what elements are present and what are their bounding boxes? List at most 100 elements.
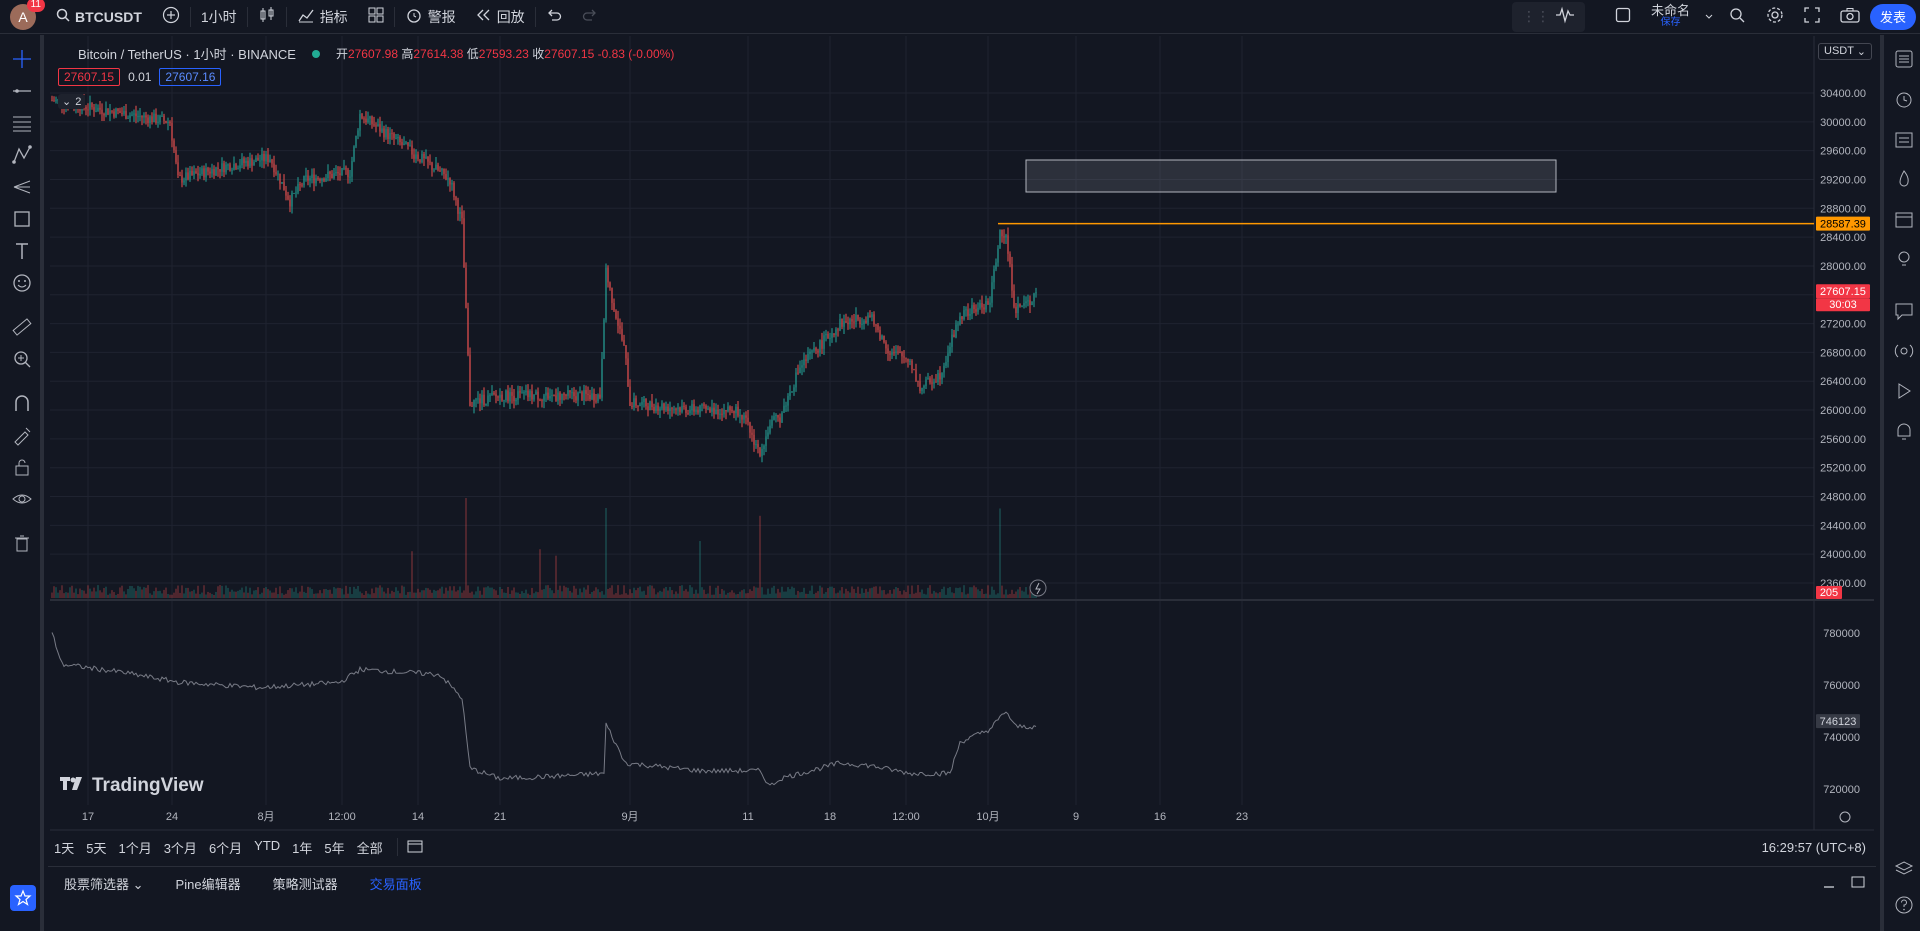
fib-retracement-icon[interactable] — [10, 111, 34, 135]
volume-bar — [143, 587, 145, 598]
crosshair-icon[interactable] — [10, 47, 34, 71]
indicators-collapse-toggle[interactable]: ⌄ 2 — [58, 94, 86, 109]
maximize-icon[interactable] — [1850, 875, 1866, 892]
forecast-icon[interactable] — [10, 175, 34, 199]
volume-bar — [353, 586, 355, 598]
tab-stock-screener[interactable]: 股票筛选器 ⌄ — [64, 877, 144, 892]
trend-line-icon[interactable] — [10, 79, 34, 103]
volume-bar — [989, 594, 991, 598]
eye-icon[interactable] — [10, 487, 34, 511]
user-avatar[interactable]: A 11 — [10, 0, 45, 30]
candle-body — [863, 320, 865, 324]
volume-bar — [127, 588, 129, 598]
stay-drawing-icon[interactable] — [10, 423, 34, 447]
trash-icon[interactable] — [10, 531, 34, 555]
settings-button[interactable] — [1756, 0, 1794, 34]
candle-body — [777, 415, 779, 418]
search-lightning-icon — [1728, 6, 1746, 27]
candle-body — [1019, 304, 1021, 307]
zoom-in-icon[interactable] — [10, 347, 34, 371]
dots-icon: ⋮⋮ — [1521, 8, 1550, 24]
timeframe-6[interactable]: 1年 — [292, 840, 313, 856]
data-window-icon[interactable] — [1890, 125, 1918, 153]
currency-select[interactable]: USDT ⌄ — [1818, 43, 1872, 60]
volume-bar — [453, 586, 455, 598]
ideas-lightbulb-icon[interactable] — [1890, 245, 1918, 273]
candle-body — [723, 410, 725, 415]
candle-body — [839, 318, 841, 331]
snapshot-button[interactable] — [1830, 0, 1870, 34]
timeframe-0[interactable]: 1天 — [54, 840, 75, 856]
chat-icon[interactable] — [1890, 297, 1918, 325]
buy-price-box[interactable]: 27607.16 — [159, 68, 222, 86]
templates-button[interactable] — [358, 0, 394, 34]
tab-pine-editor[interactable]: Pine编辑器 — [175, 877, 241, 892]
help-icon[interactable] — [1890, 891, 1918, 919]
rectangle-icon[interactable] — [10, 207, 34, 231]
play-icon[interactable] — [1890, 377, 1918, 405]
chart-type-button[interactable] — [248, 0, 286, 34]
volume-bar — [191, 591, 193, 598]
volume-bar — [819, 585, 821, 598]
waveform-icon — [1555, 6, 1575, 27]
candle-body — [803, 359, 805, 366]
candle-body — [361, 113, 363, 119]
watchlist-icon[interactable] — [1890, 45, 1918, 73]
indicators-button[interactable]: 指标 — [287, 0, 358, 34]
volume-bar — [855, 593, 857, 598]
tab-strategy-tester[interactable]: 策略测试器 — [272, 877, 338, 892]
timeframe-8[interactable]: 全部 — [356, 840, 383, 856]
sub-axis-label: 720000 — [1823, 784, 1860, 796]
publish-button[interactable]: 发表 — [1869, 3, 1916, 30]
redo-button[interactable] — [572, 0, 608, 34]
sell-price-box[interactable]: 27607.15 — [58, 68, 121, 86]
drawing-wave-button[interactable]: ⋮⋮ — [1511, 1, 1585, 32]
interval-button[interactable]: 1小时 — [200, 8, 237, 25]
timeframe-4[interactable]: 6个月 — [208, 840, 243, 856]
timeframe-1[interactable]: 5天 — [86, 840, 107, 856]
timeframe-5[interactable]: YTD — [254, 837, 281, 853]
compare-symbol-button[interactable] — [152, 0, 190, 34]
symbol-search-button[interactable]: BTCUSDT — [46, 0, 152, 34]
candle-body — [283, 182, 285, 191]
date-range-icon[interactable] — [406, 838, 424, 857]
candle-body — [683, 405, 685, 407]
emoji-icon[interactable] — [10, 271, 34, 295]
volume-tag: 205 — [1820, 587, 1838, 599]
ruler-icon[interactable] — [10, 315, 34, 339]
lock-icon[interactable] — [10, 455, 34, 479]
fullscreen-button[interactable] — [1794, 0, 1830, 34]
layout-button[interactable] — [1605, 0, 1641, 34]
magnet-icon[interactable] — [10, 391, 34, 415]
layers-icon[interactable] — [1890, 855, 1918, 883]
watchlist-star-icon[interactable] — [10, 885, 36, 911]
symbol-title[interactable]: Bitcoin / TetherUS · 1小时 · BINANCE — [78, 47, 296, 62]
hotlists-flame-icon[interactable] — [1890, 165, 1918, 193]
layout-name-button[interactable]: 未命名 保存 — [1650, 2, 1690, 28]
calendar-icon[interactable] — [1890, 205, 1918, 233]
volume-bar — [589, 593, 591, 598]
volume-bar — [985, 593, 987, 598]
countdown-tag-bg — [1816, 298, 1870, 312]
timeframe-3[interactable]: 3个月 — [163, 840, 197, 856]
minimize-icon[interactable] — [1822, 875, 1836, 892]
timeframe-2[interactable]: 1个月 — [118, 840, 152, 856]
text-icon[interactable] — [10, 239, 34, 263]
undo-button[interactable] — [536, 0, 572, 34]
replay-button[interactable]: 回放 — [466, 0, 535, 34]
layout-dropdown[interactable] — [1700, 0, 1718, 34]
pattern-icon[interactable] — [10, 143, 34, 167]
timeframe-7[interactable]: 5年 — [324, 840, 345, 856]
candle-body — [787, 396, 789, 406]
notifications-bell-icon[interactable] — [1890, 417, 1918, 445]
quick-search-button[interactable] — [1718, 0, 1756, 34]
streams-icon[interactable] — [1890, 337, 1918, 365]
clock-timezone[interactable]: 16:29:57 (UTC+8) — [1761, 839, 1866, 855]
alerts-clock-icon[interactable] — [1890, 85, 1918, 113]
spread-value: 0.01 — [128, 70, 152, 84]
alert-button[interactable]: 警报 — [395, 0, 466, 34]
volume-bar — [725, 594, 727, 598]
volume-bar — [733, 592, 735, 598]
tab-trading-panel[interactable]: 交易面板 — [369, 877, 422, 892]
